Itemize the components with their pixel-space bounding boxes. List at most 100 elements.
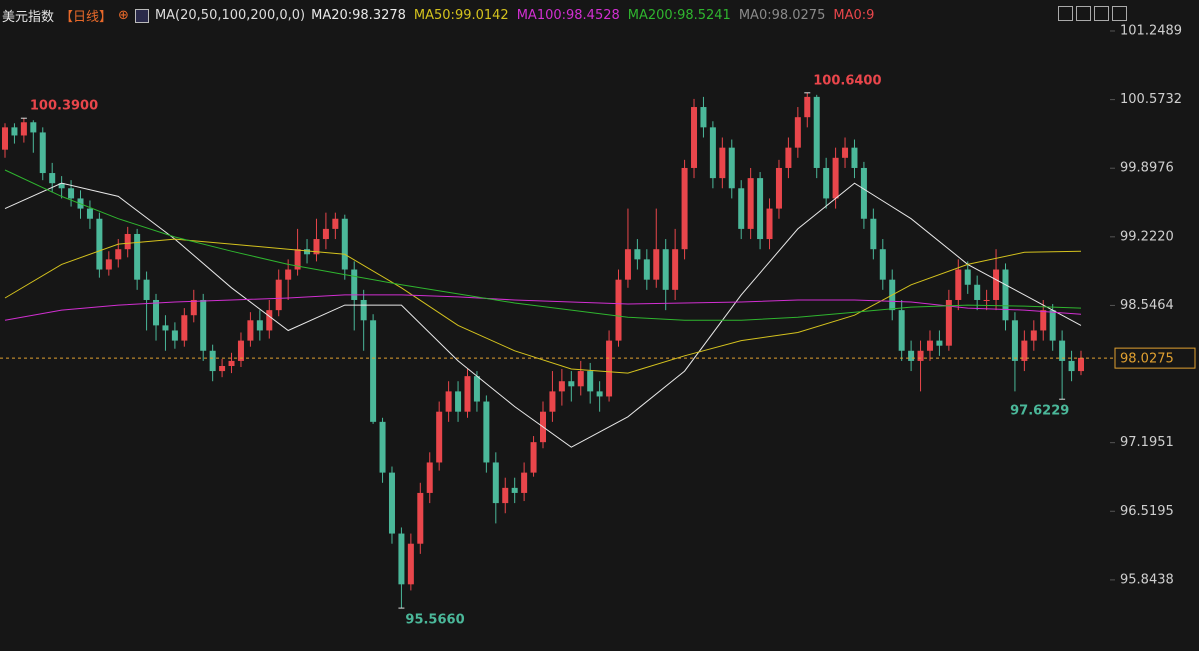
candle-body: [955, 269, 962, 300]
candle-body: [794, 117, 801, 148]
legend-entry: MA0:9: [833, 8, 875, 23]
tool-button[interactable]: [1058, 6, 1073, 21]
candle-body: [568, 381, 575, 387]
candle-body: [332, 218, 339, 229]
candle-body: [1021, 340, 1028, 361]
candle-body: [898, 310, 905, 351]
annotation-label: 97.6229: [1010, 404, 1069, 419]
candle-body: [879, 249, 886, 280]
candle-body: [285, 269, 292, 280]
ma-line: [4, 294, 1082, 321]
annotation-label: 100.6400: [813, 73, 881, 88]
candle-body: [502, 487, 509, 504]
candle-body: [926, 340, 933, 351]
toolbar: [1058, 6, 1127, 21]
candle-body: [351, 269, 358, 300]
candle-body: [181, 315, 188, 341]
candle-body: [785, 147, 792, 168]
candle-body: [606, 340, 613, 397]
candle-body: [379, 421, 386, 473]
period[interactable]: 【日线】: [60, 10, 113, 25]
tool-button[interactable]: [1094, 6, 1109, 21]
candle-body: [974, 284, 981, 300]
candle-body: [558, 381, 565, 392]
legend: MA20:98.3278 MA50:99.0142 MA100:98.4528 MA2…: [311, 8, 874, 23]
legend-entry: MA50:99.0142: [413, 8, 509, 23]
candle-body: [624, 249, 631, 280]
candle-body: [219, 365, 226, 372]
candle-body: [256, 320, 263, 331]
candle-body: [993, 269, 1000, 300]
candle-body: [851, 147, 858, 168]
candle-body: [20, 122, 27, 136]
candle-body: [1002, 269, 1009, 321]
candle-body: [662, 249, 669, 290]
tool-button[interactable]: [1112, 6, 1127, 21]
candle-body: [766, 208, 773, 240]
candle-body: [162, 325, 169, 331]
candle-body: [1059, 340, 1066, 361]
candle-body: [294, 249, 301, 270]
candle-body: [417, 492, 424, 544]
candle-body: [190, 299, 197, 316]
candle-body: [492, 462, 499, 504]
candle-body: [407, 543, 414, 585]
candle-body: [171, 330, 178, 341]
candle-body: [436, 411, 443, 463]
candle-body: [709, 127, 716, 179]
candle-body: [1078, 357, 1084, 372]
candle-body: [634, 249, 641, 260]
candle-body: [860, 167, 867, 219]
candle-body: [908, 350, 915, 361]
candle-body: [445, 391, 452, 412]
y-tick-label: 99.2220: [1120, 229, 1174, 244]
candle-body: [615, 279, 622, 341]
candle-body: [200, 299, 207, 351]
candle-body: [58, 183, 65, 189]
legend-entry: MA0:98.0275: [738, 8, 826, 23]
candle-body: [237, 340, 244, 361]
indicator-icon[interactable]: [134, 8, 149, 23]
candle-body: [813, 96, 820, 168]
candle-body: [596, 391, 603, 397]
candle-body: [388, 472, 395, 534]
candle-body: [341, 218, 348, 270]
candle-body: [96, 218, 103, 270]
candle-body: [313, 239, 320, 255]
y-tick-label: 100.5732: [1120, 92, 1182, 107]
candle-body: [134, 233, 141, 280]
candle-body: [39, 132, 46, 174]
candle-body: [643, 259, 650, 280]
candle-body: [964, 269, 971, 285]
candle-body: [549, 391, 556, 412]
candle-body: [577, 371, 584, 387]
candle-body: [360, 299, 367, 321]
candle-body: [728, 147, 735, 189]
candle-body: [30, 122, 37, 133]
candle-body: [945, 299, 952, 346]
candle-body: [775, 167, 782, 209]
candle-body: [842, 147, 849, 158]
legend-entry: MA20:98.3278: [311, 8, 406, 23]
ma-line: [4, 238, 1082, 374]
candle-body: [691, 107, 698, 168]
candle-body: [266, 310, 273, 331]
candle-body: [86, 208, 93, 219]
candle-body: [209, 350, 216, 372]
candle-body: [1068, 360, 1075, 372]
candle-body: [681, 167, 688, 250]
tool-button[interactable]: [1076, 6, 1091, 21]
y-tick-label: 98.5464: [1120, 298, 1174, 313]
candle-body: [115, 249, 122, 260]
candle-body: [936, 340, 943, 346]
chart-title: 美元指数: [2, 10, 55, 25]
candle-body: [1011, 320, 1018, 361]
annotation-label: 95.5660: [405, 613, 464, 628]
candle-body: [870, 218, 877, 250]
add-icon[interactable]: ⊕: [118, 8, 129, 23]
candle-body: [653, 249, 660, 280]
candle-body: [1030, 330, 1037, 341]
candle-body: [521, 472, 528, 493]
candle-body: [483, 401, 490, 463]
